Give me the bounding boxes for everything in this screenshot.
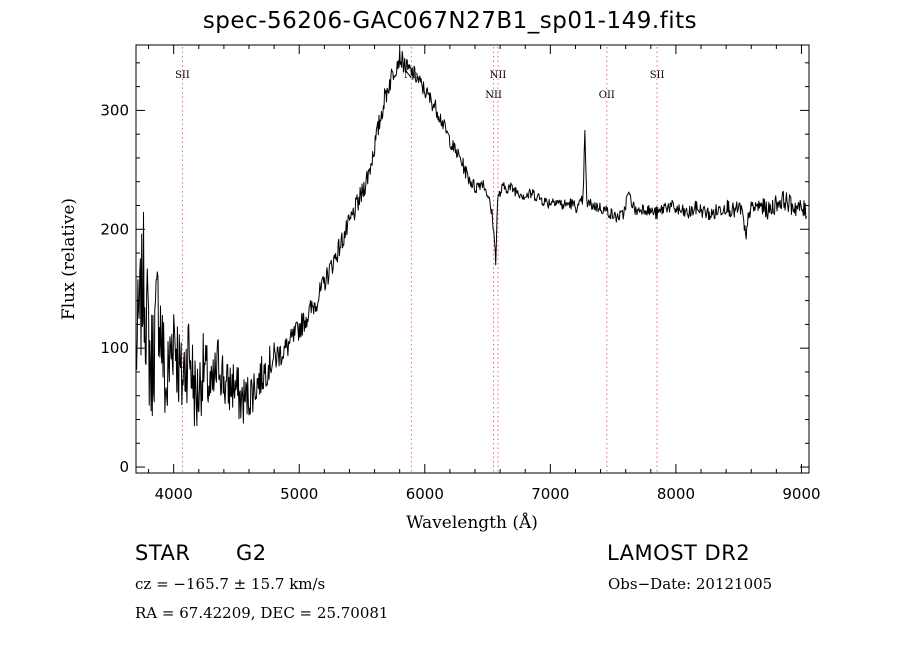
spectral-line-label: NII xyxy=(490,70,507,81)
survey-name: LAMOST DR2 xyxy=(607,541,751,565)
spectral-line-label: OII xyxy=(599,90,615,101)
spectral-line-markers: SII Na NII NII OII SII xyxy=(175,47,664,473)
spectral-line-label: Na xyxy=(404,70,419,81)
spectrum-series xyxy=(135,48,807,427)
spectral-line-label: SII xyxy=(650,70,665,81)
plot-frame xyxy=(135,44,810,474)
y-tick-label: 200 xyxy=(100,220,129,238)
object-class: STAR xyxy=(135,541,191,565)
x-tick-label: 6000 xyxy=(406,485,444,503)
x-tick-label: 9000 xyxy=(782,485,820,503)
y-tick-label: 300 xyxy=(100,101,129,119)
x-tick-label: 4000 xyxy=(155,485,193,503)
x-tick-label: 7000 xyxy=(531,485,569,503)
y-axis-label: Flux (relative) xyxy=(59,198,79,320)
obs-date: Obs−Date: 20121005 xyxy=(608,575,773,593)
y-tick-label: 100 xyxy=(100,339,129,357)
object-subclass: G2 xyxy=(236,541,267,565)
y-tick-label: 0 xyxy=(119,458,129,476)
x-tick-label: 8000 xyxy=(657,485,695,503)
redshift-readout: cz = −165.7 ± 15.7 km/s xyxy=(135,575,326,593)
spectral-line-label: NII xyxy=(485,90,502,101)
x-axis-label: Wavelength (Å) xyxy=(406,512,538,533)
chart-title: spec-56206-GAC067N27B1_sp01-149.fits xyxy=(202,8,698,34)
spectral-line-label: SII xyxy=(175,70,190,81)
spectrum-line xyxy=(135,48,807,427)
coordinates: RA = 67.42209, DEC = 25.70081 xyxy=(135,604,389,622)
x-tick-label: 5000 xyxy=(280,485,318,503)
axis-ticks: 4000 5000 6000 7000 8000 9000 0 100 200 300 xyxy=(100,45,821,503)
